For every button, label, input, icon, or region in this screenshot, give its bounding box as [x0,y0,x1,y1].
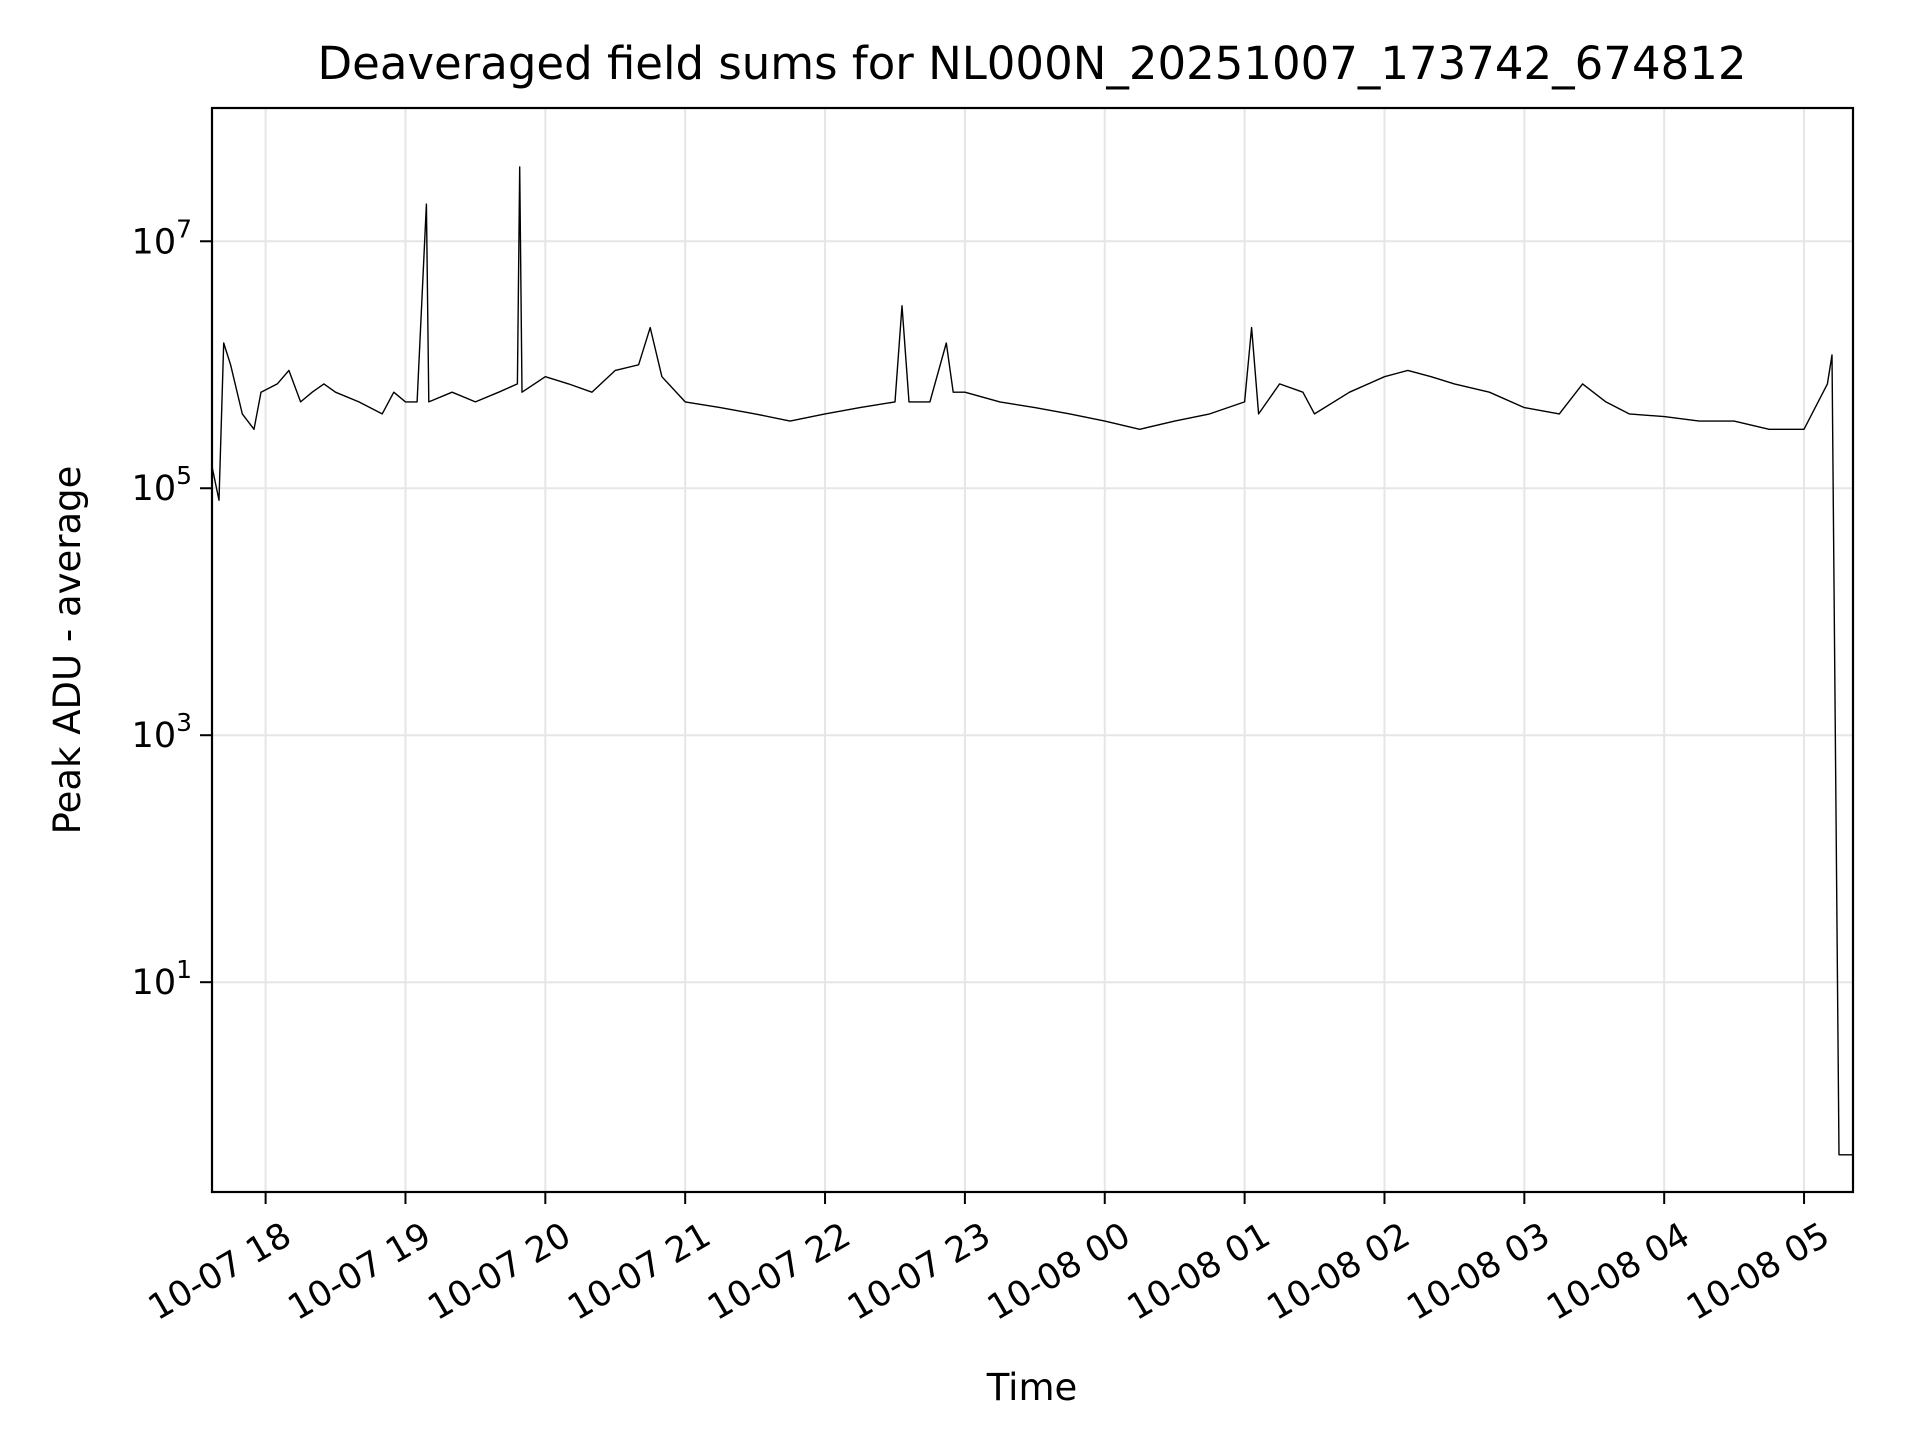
y-tick-label: 103 [132,708,192,756]
y-tick-exponent: 5 [176,461,192,490]
x-tick-label: 10-07 20 [422,1215,578,1328]
y-tick-exponent: 7 [176,214,192,243]
y-tick-base: 10 [132,716,177,756]
x-tick-label: 10-08 04 [1540,1215,1696,1328]
y-axis-label: Peak ADU - average [46,466,89,835]
x-tick-label: 10-08 00 [981,1215,1137,1328]
grid-layer [212,108,1853,1192]
y-tick-label: 101 [132,955,192,1003]
chart-title: Deaveraged field sums for NL000N_2025100… [318,37,1747,90]
x-tick-label: 10-08 03 [1401,1215,1557,1328]
series-line [211,166,1853,1156]
x-tick-label: 10-07 18 [142,1215,298,1328]
y-tick-label: 105 [132,461,192,509]
x-tick-label: 10-07 21 [561,1215,717,1328]
x-tick-label: 10-07 22 [701,1215,857,1328]
x-tick-label: 10-08 02 [1261,1215,1417,1328]
x-tick-label: 10-08 05 [1680,1215,1836,1328]
y-tick-exponent: 1 [176,955,192,984]
y-tick-base: 10 [132,963,177,1003]
series-layer [211,166,1853,1156]
x-tick-label: 10-08 01 [1121,1215,1277,1328]
y-tick-exponent: 3 [176,708,192,737]
x-tick-label: 10-07 23 [841,1215,997,1328]
y-tick-label: 107 [132,214,192,262]
y-tick-base: 10 [132,222,177,262]
x-tick-label: 10-07 19 [282,1215,438,1328]
x-axis-label: Time [986,1366,1078,1409]
y-tick-base: 10 [132,469,177,509]
plot-frame [210,106,1855,1194]
